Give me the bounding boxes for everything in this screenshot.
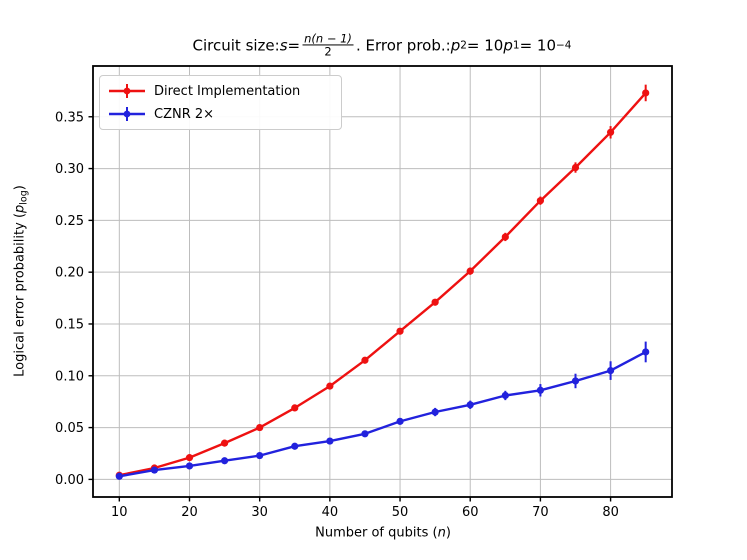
x-label-var: n (437, 525, 446, 541)
title-text-4: = 10 (519, 36, 556, 54)
y-label-suffix: ) (12, 185, 28, 191)
y-tick-label: 0.20 (55, 266, 84, 281)
legend-marker (123, 110, 131, 118)
y-tick-label: 0.35 (55, 110, 84, 125)
y-label-var: p (12, 204, 28, 213)
data-point-marker (256, 451, 264, 460)
errorbar-glyph-blue (109, 107, 145, 121)
x-axis-label: Number of qubits (n) (315, 526, 451, 541)
x-tick-label: 80 (602, 505, 619, 520)
data-point-marker (396, 327, 404, 335)
y-tick-label: 0.30 (55, 162, 84, 177)
fraction-denominator: 2 (324, 44, 332, 59)
x-tick-label: 70 (532, 505, 549, 520)
y-label-sub: log (18, 190, 30, 205)
data-point-marker (536, 386, 545, 394)
data-point-marker (642, 348, 650, 356)
x-tick-label: 30 (251, 505, 268, 520)
data-point-marker (220, 439, 229, 447)
title-var-s: s (279, 36, 288, 54)
title-text: Circuit size: (192, 36, 280, 54)
legend-label: Direct Implementation (154, 83, 301, 99)
data-point-marker (466, 401, 474, 409)
data-point-marker (501, 233, 509, 241)
y-axis-label: Logical error probability (plog) (13, 185, 30, 377)
data-point-marker (396, 417, 404, 425)
legend-item-direct: Direct Implementation (108, 81, 332, 101)
chart-title: Circuit size: s = n(n − 1) 2. Error prob.… (193, 32, 572, 57)
title-fraction: n(n − 1) 2 (302, 31, 354, 59)
data-point-marker (431, 408, 439, 416)
series-line-1 (119, 350, 647, 478)
y-tick-label: 0.15 (55, 317, 84, 332)
data-point-marker (185, 462, 194, 470)
title-exponent: −4 (556, 39, 572, 51)
x-label-suffix: ) (445, 525, 451, 541)
x-tick-label: 40 (322, 505, 339, 520)
data-point-marker (291, 442, 299, 450)
data-point-marker (642, 89, 650, 97)
y-label-text: Logical error probability ( (12, 212, 28, 377)
legend: Direct Implementation CZNR 2× (99, 75, 342, 130)
title-text-3: = 10 (466, 36, 504, 54)
data-point-marker (431, 298, 439, 306)
legend-marker (123, 87, 131, 95)
data-point-marker (606, 128, 615, 136)
data-point-marker (466, 267, 474, 275)
y-tick-label: 0.00 (55, 473, 84, 488)
title-text-2: . Error prob.: (355, 36, 451, 54)
title-equals: = (287, 36, 301, 54)
y-tick-label: 0.25 (55, 214, 84, 229)
data-point-marker (571, 163, 580, 172)
legend-item-cznr: CZNR 2× (108, 104, 332, 124)
data-point-marker (220, 457, 229, 465)
fraction-numerator: n(n − 1) (302, 31, 354, 46)
data-point-marker (150, 466, 159, 474)
x-tick-label: 10 (111, 505, 128, 520)
data-point-marker (606, 367, 615, 375)
series-line-0 (119, 92, 647, 477)
title-var-p2: p (450, 36, 461, 54)
title-sub-2: 2 (460, 39, 467, 51)
data-point-marker (326, 437, 334, 445)
data-point-marker (115, 472, 123, 480)
data-point-marker (291, 404, 299, 412)
x-tick-label: 20 (181, 505, 198, 520)
title-sub-1: 1 (512, 39, 520, 51)
data-point-marker (361, 356, 369, 364)
data-point-marker (361, 430, 369, 438)
legend-label: CZNR 2× (154, 106, 215, 122)
x-label-text: Number of qubits ( (315, 525, 438, 541)
title-var-p1: p (503, 36, 513, 54)
data-point-marker (326, 382, 334, 390)
data-point-marker (536, 197, 545, 205)
y-tick-label: 0.05 (55, 421, 84, 436)
axes-spines (92, 65, 673, 498)
data-point-marker (501, 391, 509, 400)
y-tick-label: 0.10 (55, 369, 84, 384)
data-point-marker (571, 377, 580, 385)
data-point-marker (256, 423, 264, 432)
x-tick-label: 60 (462, 505, 479, 520)
errorbar-glyph-red (109, 84, 145, 98)
x-tick-label: 50 (392, 505, 409, 520)
data-point-marker (185, 454, 194, 462)
